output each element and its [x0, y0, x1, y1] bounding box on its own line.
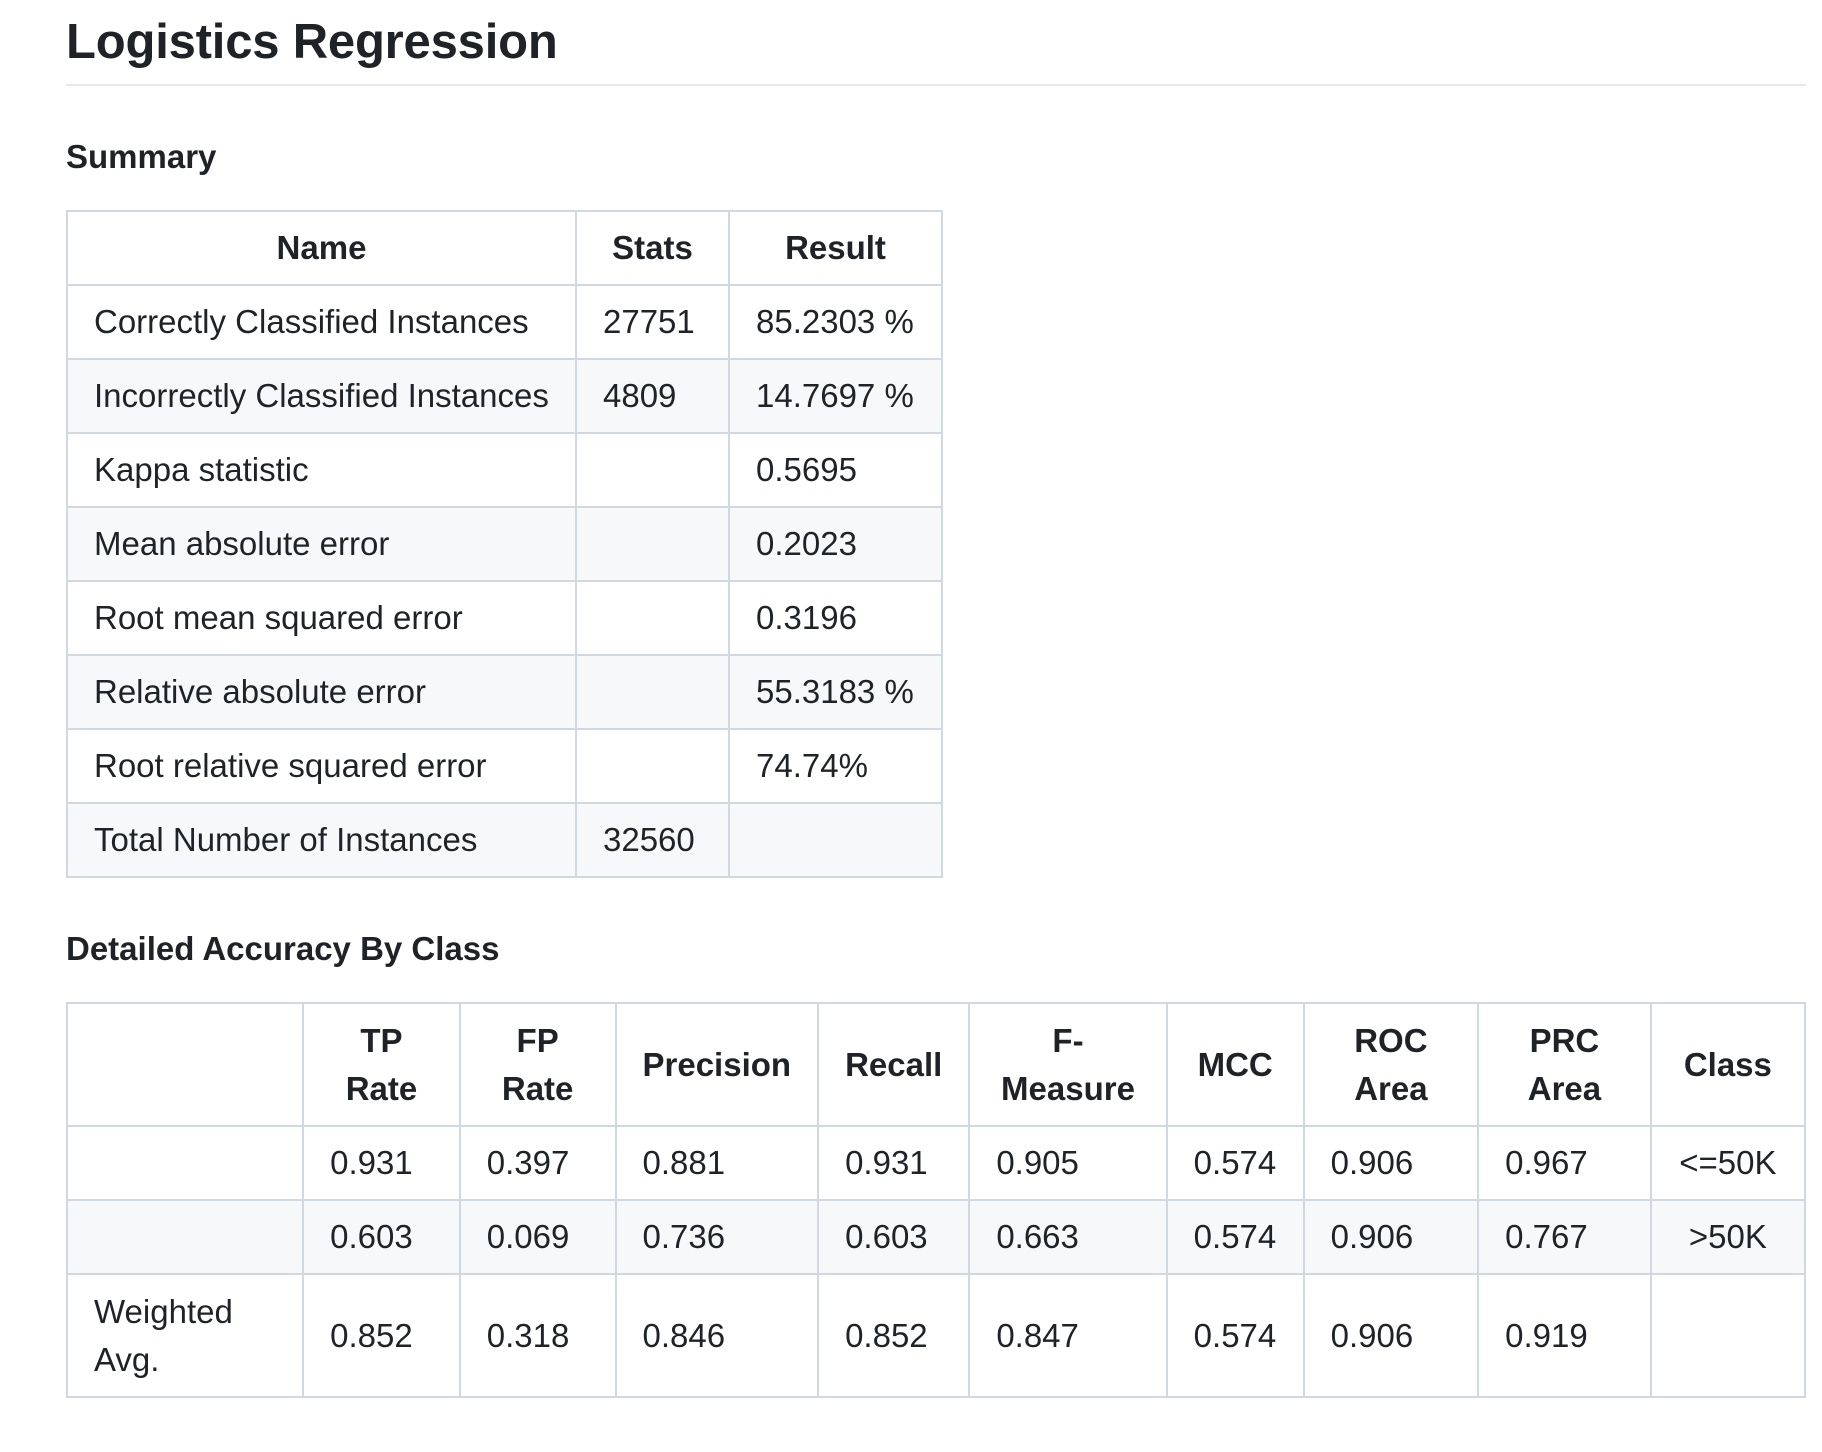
- cell-stats: [575, 506, 730, 582]
- cell-prc-area: 0.967: [1477, 1125, 1652, 1201]
- cell-result: 55.3183 %: [728, 654, 943, 730]
- cell-name: Incorrectly Classified Instances: [66, 358, 577, 434]
- table-row: Incorrectly Classified Instances 4809 14…: [66, 358, 943, 434]
- column-header-f-measure: F-Measure: [968, 1002, 1168, 1127]
- table-row: Correctly Classified Instances 27751 85.…: [66, 284, 943, 360]
- cell-result: 74.74%: [728, 728, 943, 804]
- column-header-stats: Stats: [575, 210, 730, 286]
- document: Logistics Regression Summary Name Stats …: [65, 0, 1807, 1398]
- cell-stats: [575, 432, 730, 508]
- cell-name: Root relative squared error: [66, 728, 577, 804]
- cell-precision: 0.881: [614, 1125, 820, 1201]
- cell-precision: 0.736: [614, 1199, 820, 1275]
- summary-header-row: Name Stats Result: [66, 210, 943, 286]
- table-row: 0.931 0.397 0.881 0.931 0.905 0.574 0.90…: [65, 1125, 1807, 1201]
- column-header-tp-rate: TP Rate: [302, 1002, 461, 1127]
- table-row: 0.603 0.069 0.736 0.603 0.663 0.574 0.90…: [65, 1199, 1807, 1275]
- table-row: Mean absolute error 0.2023: [66, 506, 943, 582]
- cell-tp-rate: 0.852: [302, 1273, 461, 1398]
- cell-roc-area: 0.906: [1302, 1273, 1480, 1398]
- cell-mcc: 0.574: [1165, 1125, 1305, 1201]
- column-header-recall: Recall: [817, 1002, 971, 1127]
- cell-roc-area: 0.906: [1302, 1125, 1480, 1201]
- cell-tp-rate: 0.931: [302, 1125, 461, 1201]
- column-header-precision: Precision: [614, 1002, 820, 1127]
- cell-name: Total Number of Instances: [66, 802, 577, 878]
- cell-precision: 0.846: [614, 1273, 820, 1398]
- cell-result: 0.2023: [728, 506, 943, 582]
- column-header-mcc: MCC: [1165, 1002, 1305, 1127]
- cell-stats: 32560: [575, 802, 730, 878]
- cell-recall: 0.603: [817, 1199, 971, 1275]
- cell-stats: [575, 580, 730, 656]
- cell-tp-rate: 0.603: [302, 1199, 461, 1275]
- detail-heading: Detailed Accuracy By Class: [66, 930, 500, 967]
- column-header-prc-area: PRC Area: [1477, 1002, 1652, 1127]
- cell-label: Weighted Avg.: [65, 1273, 305, 1398]
- table-row: Kappa statistic 0.5695: [66, 432, 943, 508]
- detail-accuracy-table: TP Rate FP Rate Precision Recall F-Measu…: [65, 1002, 1807, 1398]
- detail-header-row: TP Rate FP Rate Precision Recall F-Measu…: [65, 1002, 1807, 1127]
- column-header-roc-area: ROC Area: [1302, 1002, 1480, 1127]
- cell-result: 85.2303 %: [728, 284, 943, 360]
- table-row: Weighted Avg. 0.852 0.318 0.846 0.852 0.…: [65, 1273, 1807, 1398]
- cell-result: 14.7697 %: [728, 358, 943, 434]
- cell-label: [65, 1199, 305, 1275]
- cell-class: [1649, 1273, 1807, 1398]
- cell-fp-rate: 0.397: [458, 1125, 617, 1201]
- cell-result: 0.5695: [728, 432, 943, 508]
- column-header-result: Result: [728, 210, 943, 286]
- cell-fp-rate: 0.318: [458, 1273, 617, 1398]
- table-row: Total Number of Instances 32560: [66, 802, 943, 878]
- table-row: Root relative squared error 74.74%: [66, 728, 943, 804]
- column-header-label: [65, 1002, 305, 1127]
- cell-f-measure: 0.847: [968, 1273, 1168, 1398]
- cell-name: Mean absolute error: [66, 506, 577, 582]
- cell-recall: 0.852: [817, 1273, 971, 1398]
- cell-name: Relative absolute error: [66, 654, 577, 730]
- cell-name: Kappa statistic: [66, 432, 577, 508]
- cell-stats: 27751: [575, 284, 730, 360]
- summary-table: Name Stats Result Correctly Classified I…: [66, 210, 943, 878]
- table-row: Root mean squared error 0.3196: [66, 580, 943, 656]
- cell-prc-area: 0.919: [1477, 1273, 1652, 1398]
- cell-fp-rate: 0.069: [458, 1199, 617, 1275]
- cell-class: >50K: [1649, 1199, 1807, 1275]
- cell-result: [728, 802, 943, 878]
- cell-name: Root mean squared error: [66, 580, 577, 656]
- cell-stats: [575, 728, 730, 804]
- column-header-class: Class: [1649, 1002, 1807, 1127]
- table-row: Relative absolute error 55.3183 %: [66, 654, 943, 730]
- cell-label: [65, 1125, 305, 1201]
- cell-f-measure: 0.663: [968, 1199, 1168, 1275]
- cell-f-measure: 0.905: [968, 1125, 1168, 1201]
- cell-recall: 0.931: [817, 1125, 971, 1201]
- cell-prc-area: 0.767: [1477, 1199, 1652, 1275]
- page-title: Logistics Regression: [66, 0, 1806, 86]
- column-header-fp-rate: FP Rate: [458, 1002, 617, 1127]
- summary-heading: Summary: [66, 138, 217, 175]
- cell-stats: 4809: [575, 358, 730, 434]
- cell-result: 0.3196: [728, 580, 943, 656]
- cell-mcc: 0.574: [1165, 1273, 1305, 1398]
- cell-mcc: 0.574: [1165, 1199, 1305, 1275]
- cell-name: Correctly Classified Instances: [66, 284, 577, 360]
- cell-roc-area: 0.906: [1302, 1199, 1480, 1275]
- column-header-name: Name: [66, 210, 577, 286]
- cell-stats: [575, 654, 730, 730]
- cell-class: <=50K: [1649, 1125, 1807, 1201]
